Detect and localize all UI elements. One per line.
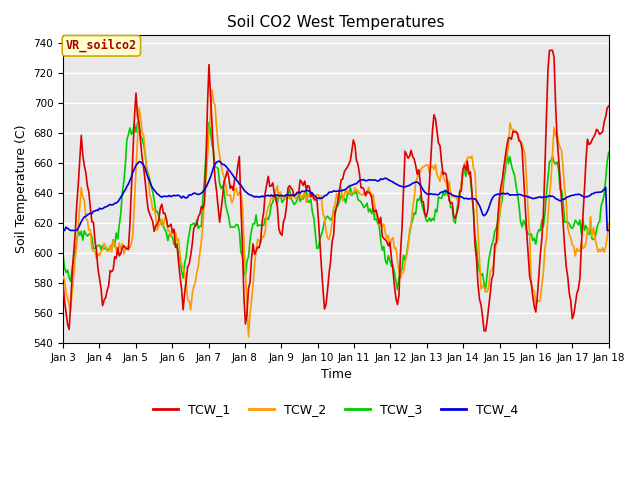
TCW_2 — [605, 220, 612, 226]
TCW_4 — [223, 165, 231, 171]
TCW_1 — [240, 294, 248, 300]
TCW_2 — [244, 334, 252, 340]
TCW_3 — [223, 208, 231, 214]
TCW_2 — [252, 248, 260, 254]
TCW_3 — [394, 287, 401, 293]
TCW_1 — [126, 221, 134, 227]
Line: TCW_1: TCW_1 — [63, 50, 609, 331]
TCW_1 — [482, 328, 490, 334]
X-axis label: Time: Time — [321, 368, 351, 381]
TCW_3 — [300, 196, 307, 202]
TCW_3 — [251, 221, 259, 227]
Line: TCW_2: TCW_2 — [63, 90, 609, 337]
Legend: TCW_1, TCW_2, TCW_3, TCW_4: TCW_1, TCW_2, TCW_3, TCW_4 — [148, 398, 524, 421]
Text: VR_soilco2: VR_soilco2 — [66, 39, 137, 52]
Line: TCW_4: TCW_4 — [63, 161, 609, 230]
TCW_1 — [605, 103, 612, 109]
TCW_4 — [251, 194, 259, 200]
TCW_4 — [576, 192, 584, 197]
TCW_1 — [577, 243, 585, 249]
TCW_2 — [59, 274, 67, 279]
Y-axis label: Soil Temperature (C): Soil Temperature (C) — [15, 125, 28, 253]
TCW_4 — [59, 228, 67, 233]
TCW_1 — [546, 48, 554, 53]
TCW_3 — [242, 272, 250, 278]
TCW_2 — [577, 240, 585, 246]
TCW_1 — [59, 281, 67, 287]
TCW_4 — [216, 158, 223, 164]
TCW_1 — [222, 174, 230, 180]
Line: TCW_3: TCW_3 — [63, 122, 609, 290]
TCW_2 — [242, 271, 250, 276]
TCW_4 — [126, 178, 134, 183]
TCW_3 — [59, 252, 67, 258]
TCW_1 — [249, 241, 257, 247]
TCW_4 — [242, 189, 250, 194]
TCW_4 — [605, 228, 612, 233]
TCW_4 — [300, 189, 307, 194]
TCW_3 — [577, 231, 585, 237]
TCW_2 — [126, 245, 134, 251]
TCW_2 — [223, 192, 231, 198]
TCW_3 — [126, 125, 134, 131]
TCW_2 — [301, 190, 308, 195]
TCW_3 — [605, 149, 612, 155]
TCW_1 — [298, 179, 305, 185]
Title: Soil CO2 West Temperatures: Soil CO2 West Temperatures — [227, 15, 445, 30]
TCW_2 — [208, 87, 216, 93]
TCW_3 — [134, 120, 141, 125]
